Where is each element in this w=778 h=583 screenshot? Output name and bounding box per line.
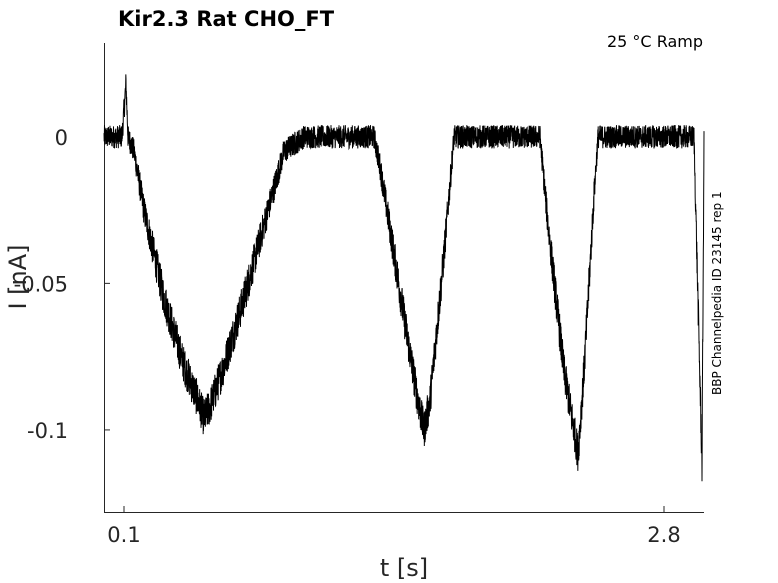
y-tick-label: 0	[55, 126, 68, 150]
x-tick-label: 2.8	[647, 523, 680, 547]
y-tick-label: -0.05	[14, 272, 68, 296]
x-axis-label: t [s]	[380, 554, 428, 582]
chart-annotation: 25 °C Ramp	[607, 32, 703, 51]
y-tick-label: -0.1	[27, 419, 68, 443]
x-tick-label: 0.1	[107, 523, 140, 547]
x-ticks: 0.1 2.8	[107, 506, 681, 547]
y-ticks: 0 -0.05 -0.1	[14, 126, 110, 443]
y-axis-label: I [nA]	[4, 244, 32, 309]
side-label: BBP Channelpedia ID 23145 rep 1	[710, 191, 724, 395]
current-trace	[103, 74, 705, 482]
chart-title: Kir2.3 Rat CHO_FT	[118, 7, 335, 31]
